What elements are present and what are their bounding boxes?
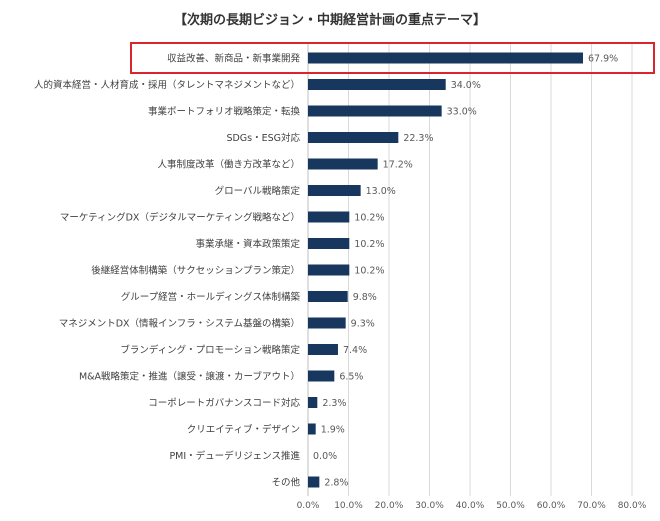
bar [308, 291, 348, 302]
bar [308, 238, 350, 249]
data-label: 33.0% [447, 107, 477, 118]
bar [308, 211, 350, 223]
category-label: グループ経営・ホールディングス体制構築 [121, 291, 301, 303]
data-label: 9.8% [353, 292, 377, 303]
data-label: 2.3% [322, 398, 346, 409]
x-tick-label: 70.0% [577, 501, 606, 511]
data-label: 10.2% [354, 213, 384, 224]
data-label: 1.9% [321, 425, 345, 436]
data-label: 17.2% [383, 160, 413, 171]
category-label: クリエイティブ・デザイン [187, 424, 300, 436]
x-tick-label: 10.0% [334, 501, 363, 511]
x-tick-label: 50.0% [496, 501, 525, 511]
x-tick-label: 20.0% [375, 501, 404, 511]
bar [308, 397, 318, 408]
data-label: 10.2% [354, 239, 384, 250]
x-tick-label: 60.0% [537, 501, 566, 511]
category-label: その他 [271, 477, 300, 489]
x-tick-label: 40.0% [456, 501, 485, 511]
category-label: マネジメントDX（情報インフラ・システム基盤の構築） [59, 318, 300, 330]
bar [308, 264, 350, 276]
bar [308, 185, 361, 196]
data-label: 34.0% [451, 80, 481, 91]
bar [308, 344, 338, 355]
data-label: 2.8% [324, 478, 348, 489]
bar [308, 79, 446, 90]
chart-title: 【次期の長期ビジョン・中期経営計画の重点テーマ】 [173, 13, 486, 28]
bar [308, 370, 335, 382]
bar [308, 105, 442, 117]
category-label: 人的資本経営・人材育成・採用（タレントマネジメントなど） [34, 79, 300, 91]
data-label: 0.0% [313, 451, 337, 462]
category-label: 事業承継・資本政策策定 [195, 238, 300, 250]
category-label: M&A戦略策定・推進（譲受・譲渡・カーブアウト） [79, 371, 300, 383]
category-label: グローバル戦略策定 [215, 185, 301, 197]
category-label: SDGs・ESG対応 [226, 132, 300, 144]
category-label: 収益改善、新商品・新事業開発 [167, 53, 301, 65]
category-label: 後継経営体制構築（サクセッションプラン策定） [91, 265, 300, 277]
bar [308, 132, 399, 143]
data-label: 6.5% [339, 372, 363, 383]
data-label: 9.3% [351, 319, 375, 330]
data-label: 22.3% [403, 133, 433, 144]
data-label: 7.4% [343, 345, 367, 356]
data-label: 13.0% [366, 186, 396, 197]
data-label: 10.2% [354, 266, 384, 277]
category-label: 事業ポートフォリオ戦略策定・転換 [148, 106, 301, 118]
bar [308, 52, 583, 64]
bar [308, 423, 316, 435]
bar [308, 158, 378, 170]
category-label: コーポレートガバナンスコード対応 [148, 397, 300, 409]
bar [308, 317, 346, 329]
x-tick-label: 30.0% [415, 501, 444, 511]
x-tick-label: 80.0% [618, 501, 647, 511]
data-label: 67.9% [588, 54, 618, 65]
highlight-box [130, 42, 655, 74]
x-tick-label: 0.0% [297, 501, 320, 511]
category-label: ブランディング・プロモーション戦略策定 [120, 344, 300, 356]
category-label: PMI・デューデリジェンス推進 [169, 450, 300, 462]
category-label: マーケティングDX（デジタルマーケティング戦略など） [60, 212, 300, 224]
bar [308, 476, 320, 488]
category-label: 人事制度改革（働き方改革など） [157, 159, 300, 171]
